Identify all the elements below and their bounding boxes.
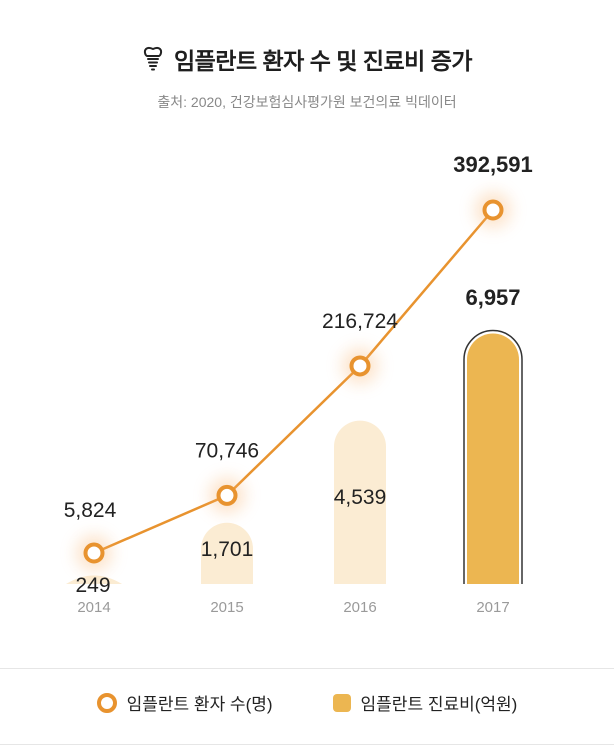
line-label-2016: 216,724 bbox=[322, 310, 398, 333]
legend-line-marker-icon bbox=[96, 692, 117, 713]
bar-label-2017: 6,957 bbox=[465, 285, 520, 310]
point-2014 bbox=[83, 542, 105, 564]
point-2016 bbox=[349, 355, 371, 377]
legend: 임플란트 환자 수(명) 임플란트 진료비(억원) bbox=[0, 690, 614, 715]
bar-label-2016: 4,539 bbox=[334, 486, 387, 509]
legend-label-patients: 임플란트 환자 수(명) bbox=[126, 695, 273, 714]
point-2015 bbox=[216, 484, 238, 506]
x-tick-2015: 2015 bbox=[210, 599, 243, 616]
bar-outline-2017 bbox=[463, 329, 523, 584]
x-tick-2016: 2016 bbox=[343, 599, 376, 616]
bar-2015 bbox=[201, 522, 253, 584]
chart-title: 임플란트 환자 수 및 진료비 증가 bbox=[173, 48, 473, 74]
line-label-2017: 392,591 bbox=[453, 152, 533, 177]
line-label-2015: 70,746 bbox=[195, 439, 259, 462]
legend-item-patients: 임플란트 환자 수(명) bbox=[96, 690, 273, 715]
point-2017 bbox=[482, 199, 504, 221]
line-series-patients bbox=[93, 209, 494, 555]
tooth-icon bbox=[143, 46, 163, 71]
legend-bar-swatch-icon bbox=[332, 693, 351, 712]
bar-label-2014: 249 bbox=[75, 574, 110, 597]
bar-2016 bbox=[334, 420, 386, 584]
legend-label-cost: 임플란트 진료비(억원) bbox=[360, 695, 518, 714]
x-tick-2014: 2014 bbox=[77, 599, 110, 616]
bar-2017 bbox=[467, 333, 519, 584]
legend-divider-top bbox=[0, 668, 614, 669]
bar-2014 bbox=[66, 575, 122, 584]
title-row: 임플란트 환자 수 및 진료비 증가 bbox=[0, 42, 614, 76]
combo-chart: 5,824 70,746 216,724 392,591 249 1,701 4,539 6,… bbox=[64, 152, 533, 616]
legend-item-cost: 임플란트 진료비(억원) bbox=[332, 690, 518, 715]
bar-label-2015: 1,701 bbox=[201, 538, 254, 561]
line-label-2014: 5,824 bbox=[64, 499, 117, 522]
chart-subtitle: 출처: 2020, 건강보험심사평가원 보건의료 빅데이터 bbox=[157, 94, 457, 110]
x-tick-2017: 2017 bbox=[476, 599, 509, 616]
legend-divider-bottom bbox=[0, 744, 614, 745]
